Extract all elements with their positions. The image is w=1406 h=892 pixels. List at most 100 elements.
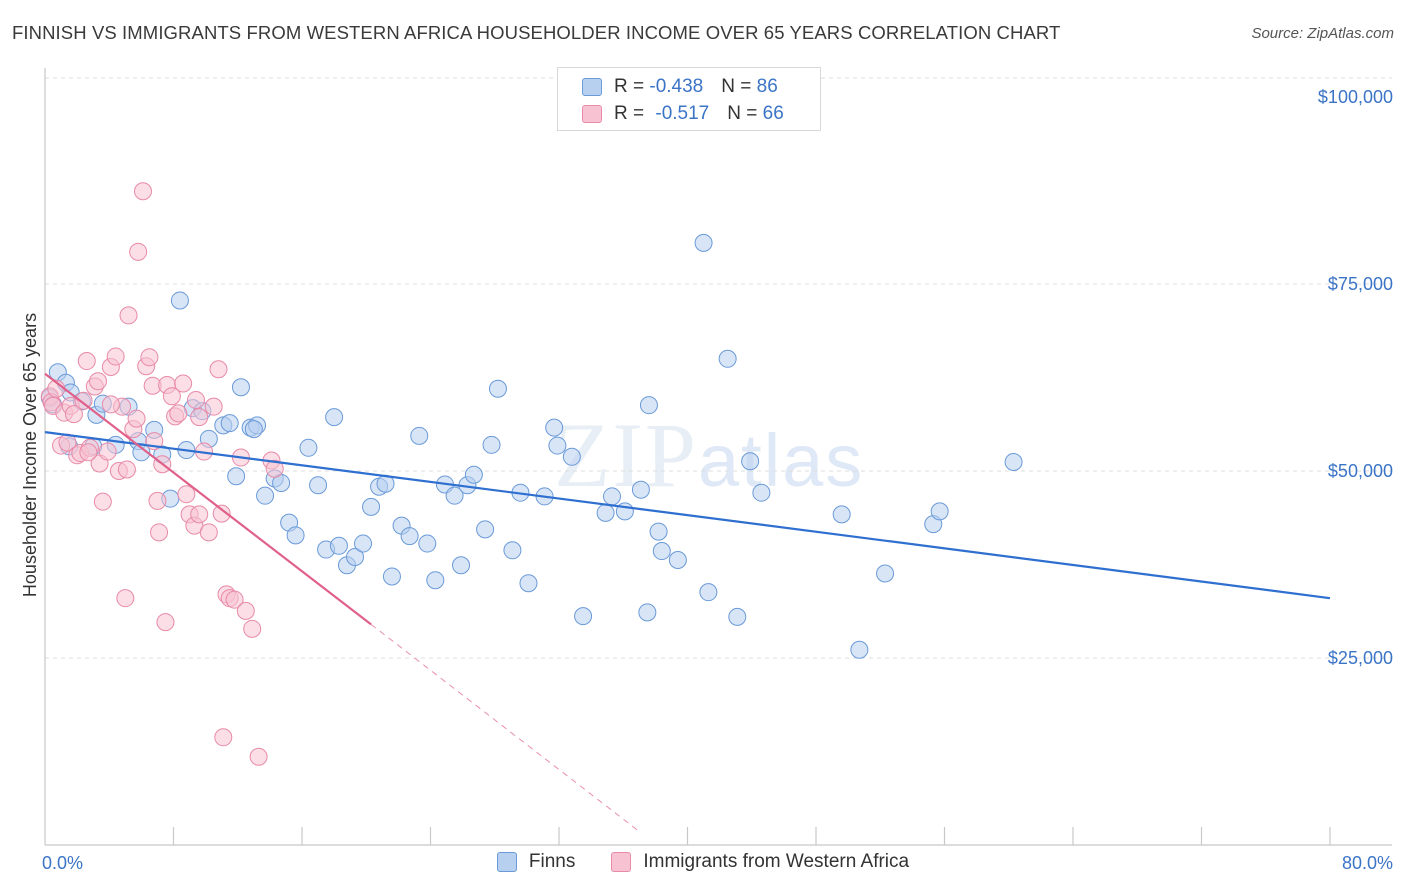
finns-point: [639, 396, 658, 415]
immigrants-points: [40, 182, 284, 766]
finns-point: [231, 378, 250, 397]
correlation-legend: R = -0.438 N = 86 R = -0.517 N = 66: [557, 67, 821, 131]
finns-point: [482, 435, 501, 454]
finns-point: [603, 487, 622, 506]
finns-point: [452, 556, 471, 575]
trend-lines: [44, 372, 1331, 832]
immigrants-point: [101, 395, 120, 414]
finns-point: [464, 465, 483, 484]
immigrants-point: [212, 504, 231, 523]
immigrants-trend-line: [44, 372, 372, 626]
x-tick-label-end: 80.0%: [1342, 853, 1393, 873]
y-tick-label: $100,000: [1318, 87, 1393, 107]
immigrants-point: [93, 492, 112, 511]
finns-r-label: R =: [614, 76, 650, 97]
immigrants-point: [177, 485, 196, 504]
finns-point: [718, 349, 737, 368]
finns-point: [850, 640, 869, 659]
immigrants-point: [98, 442, 117, 461]
finns-point: [227, 467, 246, 486]
finns-point: [694, 233, 713, 252]
y-tick-label: $75,000: [1328, 274, 1393, 294]
finns-points: [40, 233, 1023, 659]
finns-point: [476, 520, 495, 539]
immigrants-point: [119, 306, 138, 325]
immigrants-point: [243, 619, 262, 638]
finns-point: [220, 414, 239, 433]
finns-point: [519, 574, 538, 593]
finns-point: [309, 476, 328, 495]
finns-point: [400, 527, 419, 546]
x-tick-labels: 0.0% 80.0%: [42, 853, 1393, 873]
grid-lines: [45, 77, 1392, 659]
immigrants-point: [186, 390, 205, 409]
immigrants-point: [162, 387, 181, 406]
finns-point: [652, 542, 671, 561]
finns-point: [728, 607, 747, 626]
immigrants-point: [214, 728, 233, 747]
finns-point: [299, 438, 318, 457]
immigrants-swatch: [582, 105, 602, 123]
series-legend: Finns Immigrants from Western Africa: [0, 851, 1406, 873]
immigrants-n-label: N =: [727, 103, 763, 124]
finns-point: [699, 583, 718, 602]
finns-point: [362, 497, 381, 516]
finns-point: [488, 379, 507, 398]
watermark-atlas: atlas: [698, 419, 865, 502]
finns-point: [286, 526, 305, 545]
immigrants-point: [64, 405, 83, 424]
legend-item-finns: Finns: [496, 851, 576, 873]
finns-point: [503, 541, 522, 560]
immigrants-legend-label: Immigrants from Western Africa: [643, 851, 910, 872]
immigrants-point: [133, 182, 152, 201]
immigrants-trend-extension: [370, 623, 640, 832]
finns-point: [638, 603, 657, 622]
finns-point: [329, 536, 348, 555]
immigrants-point: [169, 404, 188, 423]
y-axis-label: Householder Income Over 65 years: [20, 313, 40, 597]
finns-point: [930, 502, 949, 521]
finns-legend-label: Finns: [528, 851, 576, 872]
immigrants-point: [236, 601, 255, 620]
finns-point: [596, 503, 615, 522]
finns-r-value: -0.438: [649, 76, 704, 97]
y-tick-label: $25,000: [1328, 648, 1393, 668]
immigrants-point: [79, 443, 98, 462]
immigrants-point: [209, 360, 228, 379]
immigrants-point: [174, 374, 193, 393]
finns-point: [631, 480, 650, 499]
finns-point: [574, 607, 593, 626]
immigrants-r-label: R =: [614, 103, 650, 124]
finns-point: [1004, 453, 1023, 472]
immigrants-point: [225, 590, 244, 609]
immigrants-point: [150, 523, 169, 542]
finns-n-label: N =: [721, 76, 757, 97]
finns-point: [668, 551, 687, 570]
finns-point: [170, 291, 189, 310]
finns-point: [649, 522, 668, 541]
source-label: Source: ZipAtlas.com: [1251, 25, 1394, 42]
finns-point: [548, 436, 567, 455]
finns-point: [244, 420, 263, 439]
chart-title: FINNISH VS IMMIGRANTS FROM WESTERN AFRIC…: [12, 22, 1061, 43]
finns-point: [426, 571, 445, 590]
immigrants-point: [265, 459, 284, 478]
immigrants-point: [204, 397, 223, 416]
finns-point: [832, 505, 851, 524]
immigrants-point: [148, 491, 167, 510]
finns-point: [876, 564, 895, 583]
finns-point: [562, 447, 581, 466]
finns-point: [256, 486, 275, 505]
x-tick-label-start: 0.0%: [42, 853, 83, 873]
finns-point: [752, 483, 771, 502]
immigrants-r-value: -0.517: [655, 103, 710, 124]
immigrants-point: [156, 613, 175, 632]
axes: [44, 68, 1392, 846]
immigrants-point: [249, 747, 268, 766]
finns-n-value: 86: [756, 76, 778, 97]
finns-point: [354, 534, 373, 553]
immigrants-point: [140, 348, 159, 367]
immigrants-point: [190, 408, 209, 427]
legend-item-immigrants: Immigrants from Western Africa: [611, 851, 909, 873]
